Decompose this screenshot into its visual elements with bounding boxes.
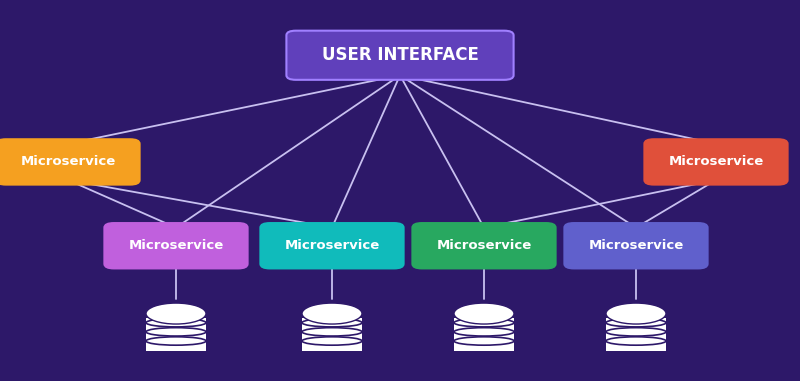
Ellipse shape xyxy=(302,328,362,336)
FancyBboxPatch shape xyxy=(645,139,787,185)
Text: Microservice: Microservice xyxy=(668,155,764,168)
Bar xyxy=(302,318,362,351)
FancyBboxPatch shape xyxy=(413,223,555,268)
Text: USER INTERFACE: USER INTERFACE xyxy=(322,46,478,64)
Text: Microservice: Microservice xyxy=(20,155,116,168)
Ellipse shape xyxy=(146,337,206,345)
Ellipse shape xyxy=(454,319,514,327)
Ellipse shape xyxy=(146,319,206,327)
Ellipse shape xyxy=(454,303,514,324)
Ellipse shape xyxy=(146,328,206,336)
Text: Microservice: Microservice xyxy=(436,239,532,252)
Ellipse shape xyxy=(302,303,362,324)
Ellipse shape xyxy=(606,328,666,336)
Ellipse shape xyxy=(606,319,666,327)
FancyBboxPatch shape xyxy=(0,139,139,185)
Bar xyxy=(146,318,206,351)
Text: Microservice: Microservice xyxy=(284,239,380,252)
Ellipse shape xyxy=(606,337,666,345)
FancyBboxPatch shape xyxy=(286,31,514,80)
Ellipse shape xyxy=(454,337,514,345)
Ellipse shape xyxy=(454,328,514,336)
Ellipse shape xyxy=(606,303,666,324)
FancyBboxPatch shape xyxy=(565,223,708,268)
Text: Microservice: Microservice xyxy=(128,239,224,252)
Ellipse shape xyxy=(302,337,362,345)
FancyBboxPatch shape xyxy=(104,223,248,268)
Bar xyxy=(454,318,514,351)
Ellipse shape xyxy=(302,319,362,327)
Text: Microservice: Microservice xyxy=(588,239,684,252)
FancyBboxPatch shape xyxy=(260,223,403,268)
Bar xyxy=(606,318,666,351)
Ellipse shape xyxy=(146,303,206,324)
